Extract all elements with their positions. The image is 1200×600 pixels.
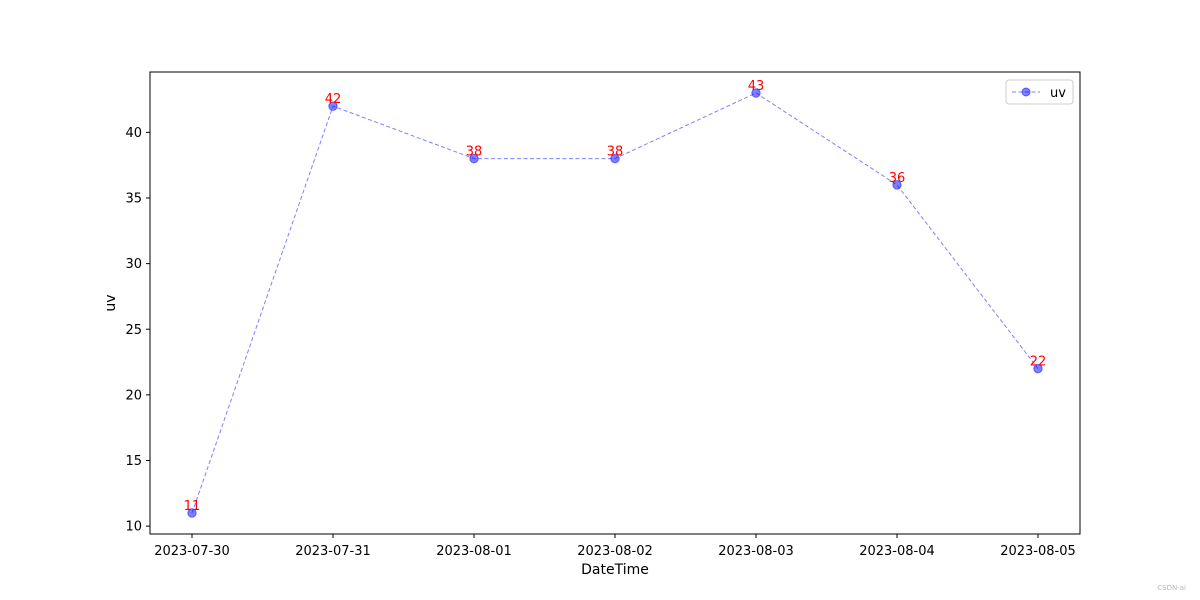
legend: uv — [1005, 79, 1074, 105]
plot-area — [150, 72, 1080, 534]
y-tick-label: 20 — [125, 388, 142, 403]
data-point — [1033, 363, 1043, 374]
data-label: 43 — [748, 79, 765, 94]
x-axis-ticks: 2023-07-30 2023-07-31 2023-08-01 2023-08-02… — [154, 534, 1076, 559]
x-tick-label: 2023-08-05 — [1000, 544, 1076, 559]
x-axis-title: DateTime — [581, 562, 649, 578]
legend-label: uv — [1050, 86, 1066, 101]
y-axis-ticks: 10 15 20 25 30 35 40 — [125, 126, 150, 535]
data-label: 22 — [1030, 355, 1047, 370]
data-point — [469, 153, 479, 164]
x-tick-label: 2023-08-03 — [718, 544, 794, 559]
data-label: 38 — [607, 145, 624, 160]
y-tick-label: 30 — [125, 257, 142, 272]
y-tick-label: 10 — [125, 520, 142, 535]
data-point — [892, 180, 902, 190]
x-tick-label: 2023-08-04 — [859, 544, 935, 559]
data-label: 38 — [466, 145, 483, 160]
data-labels-layer: 11 42 38 38 43 36 22 — [184, 79, 1047, 514]
x-tick-label: 2023-08-01 — [436, 544, 512, 559]
data-point — [610, 153, 620, 164]
y-tick-label: 40 — [125, 126, 142, 141]
data-label: 36 — [889, 171, 906, 186]
watermark: CSDN-ai — [1157, 584, 1186, 592]
x-tick-label: 2023-08-02 — [577, 544, 653, 559]
series-layer — [187, 88, 1043, 518]
data-point — [328, 101, 338, 111]
legend-marker — [1021, 87, 1031, 97]
x-tick-label: 2023-07-30 — [154, 544, 230, 559]
y-axis-title: uv — [103, 294, 119, 311]
data-point — [187, 508, 197, 518]
y-tick-label: 25 — [125, 323, 142, 338]
data-label: 11 — [184, 499, 201, 514]
data-label: 42 — [325, 92, 342, 107]
y-tick-label: 15 — [125, 454, 142, 469]
data-point — [751, 88, 761, 98]
x-tick-label: 2023-07-31 — [295, 544, 371, 559]
y-tick-label: 35 — [125, 192, 142, 207]
plot-frame — [149, 71, 1081, 535]
